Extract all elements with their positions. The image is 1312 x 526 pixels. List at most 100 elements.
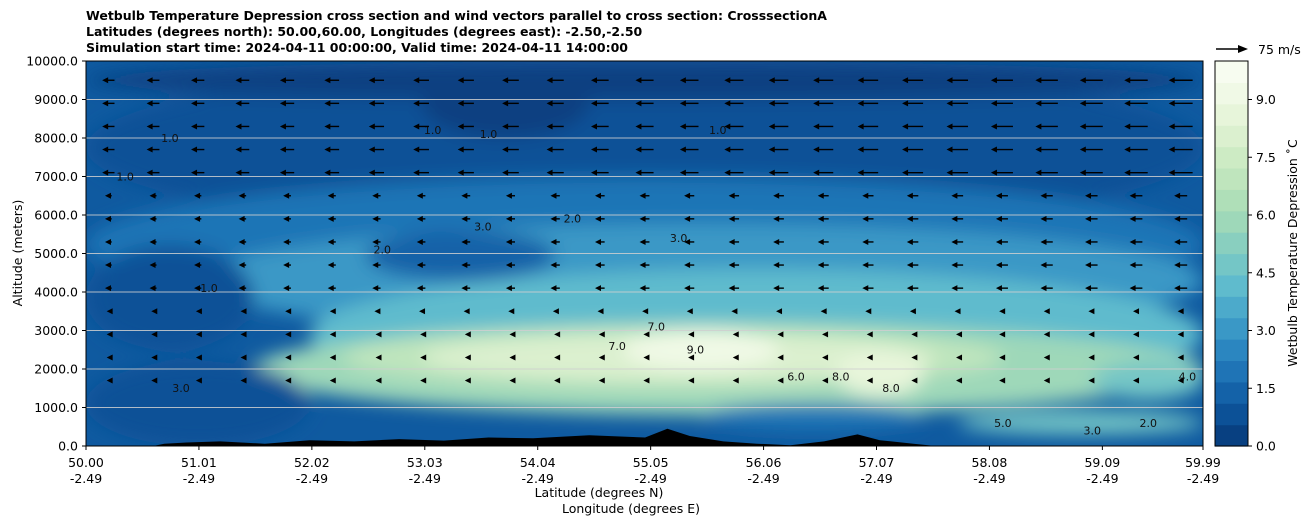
wind-vector [813,123,834,130]
wind-vector [146,146,160,153]
wind-vectors [102,77,1193,384]
terrain-silhouette [153,428,936,446]
wind-vector [550,192,560,199]
wind-vector [639,285,650,292]
wind-vector [768,123,789,130]
wind-vector [1043,308,1050,315]
colorbar-segment [1215,403,1248,426]
wind-vector [817,262,829,269]
wind-vector [1177,377,1184,384]
wind-vector [375,354,382,361]
wind-vector [679,100,699,107]
wind-vector [866,354,873,361]
wind-vector [590,100,609,107]
wind-vector [502,169,519,176]
wind-vector [146,123,160,130]
wind-vector [1035,100,1058,107]
wind-vector [1035,169,1058,176]
wind-vector [688,331,695,338]
wind-vector [1079,123,1103,130]
wind-vector [420,354,427,361]
colorbar: 0.0 1.5 3.0 4.5 6.0 7.5 9.0 [1214,60,1276,454]
wind-vector [285,354,292,361]
colorbar-tick-label: 4.5 [1256,265,1276,280]
wind-vector [502,77,519,84]
wind-vector [149,192,157,199]
wind-vector [413,123,429,130]
wind-vector [372,238,381,245]
contour-label-10: 3.0 [172,382,190,395]
wind-vector [1088,354,1095,361]
wind-vector [639,262,650,269]
wind-vector [505,262,516,269]
wind-vector [990,169,1013,176]
wind-vector [817,192,829,199]
wind-vector [857,146,879,153]
field-region-15 [958,411,1203,435]
contour-label-6: 2.0 [374,244,392,257]
wind-vector [102,146,115,153]
terrain [153,428,936,446]
wind-vector [906,285,919,292]
wind-vector [595,238,605,245]
wind-vector [419,308,426,315]
wind-vector [461,192,471,199]
wind-vector [191,146,205,153]
y-tick-label: 9000.0 [34,92,78,107]
wind-vector [728,215,740,222]
wind-vector [505,285,516,292]
x-tick-label-latitude: 52.02 [294,455,330,470]
wind-vector [999,377,1006,384]
wind-vector [413,100,429,107]
wind-vector [1085,192,1098,199]
wind-vector [598,354,605,361]
wind-vector [509,331,516,338]
wind-vector [102,100,115,107]
wind-vector [1124,146,1148,153]
wind-vector [1129,192,1143,199]
wind-vector [643,331,650,338]
plot-area: 1.01.01.01.0 1.0 1.02.02.03.03.03.04.06.07… [86,61,1203,446]
wind-vector [902,77,924,84]
wind-vector [906,238,919,245]
wind-vector [951,285,964,292]
x-tick-label-longitude: -2.49 [522,471,554,486]
wind-vector [102,77,115,84]
wind-vector [149,285,157,292]
wind-vector [724,169,744,176]
wind-vector [911,354,918,361]
wind-vector [1040,262,1053,269]
wind-vector [464,354,471,361]
wind-vector [324,146,340,153]
wind-vector [509,377,516,384]
wind-vector [240,308,247,315]
contour-label-8: 3.0 [474,220,492,233]
x-tick-label-longitude: -2.49 [1086,471,1118,486]
colorbar-segment [1215,232,1248,255]
wind-vector [146,100,160,107]
wind-vector [324,77,340,84]
wind-vector [911,377,918,384]
x-tick-label-longitude: -2.49 [70,471,102,486]
x-axis: 50.00-2.4951.01-2.4952.02-2.4953.03-2.49… [68,446,1221,486]
wind-vector [372,285,381,292]
wind-vector [151,354,158,361]
wind-vector [768,100,789,107]
wind-vector [554,377,561,384]
wind-vector [724,77,744,84]
x-tick-label-longitude: -2.49 [634,471,666,486]
wind-vector [590,123,609,130]
colorbar-segment [1215,253,1248,276]
wind-vector [413,77,429,84]
wind-vector [1088,308,1095,315]
wind-vector [995,238,1008,245]
wind-vector [416,285,426,292]
wind-vector [457,169,474,176]
wind-vector [1168,100,1193,107]
wind-vector [866,331,873,338]
y-tick-label: 0.0 [58,439,78,454]
wind-vector [1133,354,1140,361]
wind-vector [285,377,292,384]
wind-vector [238,192,247,199]
wind-vector [279,169,295,176]
